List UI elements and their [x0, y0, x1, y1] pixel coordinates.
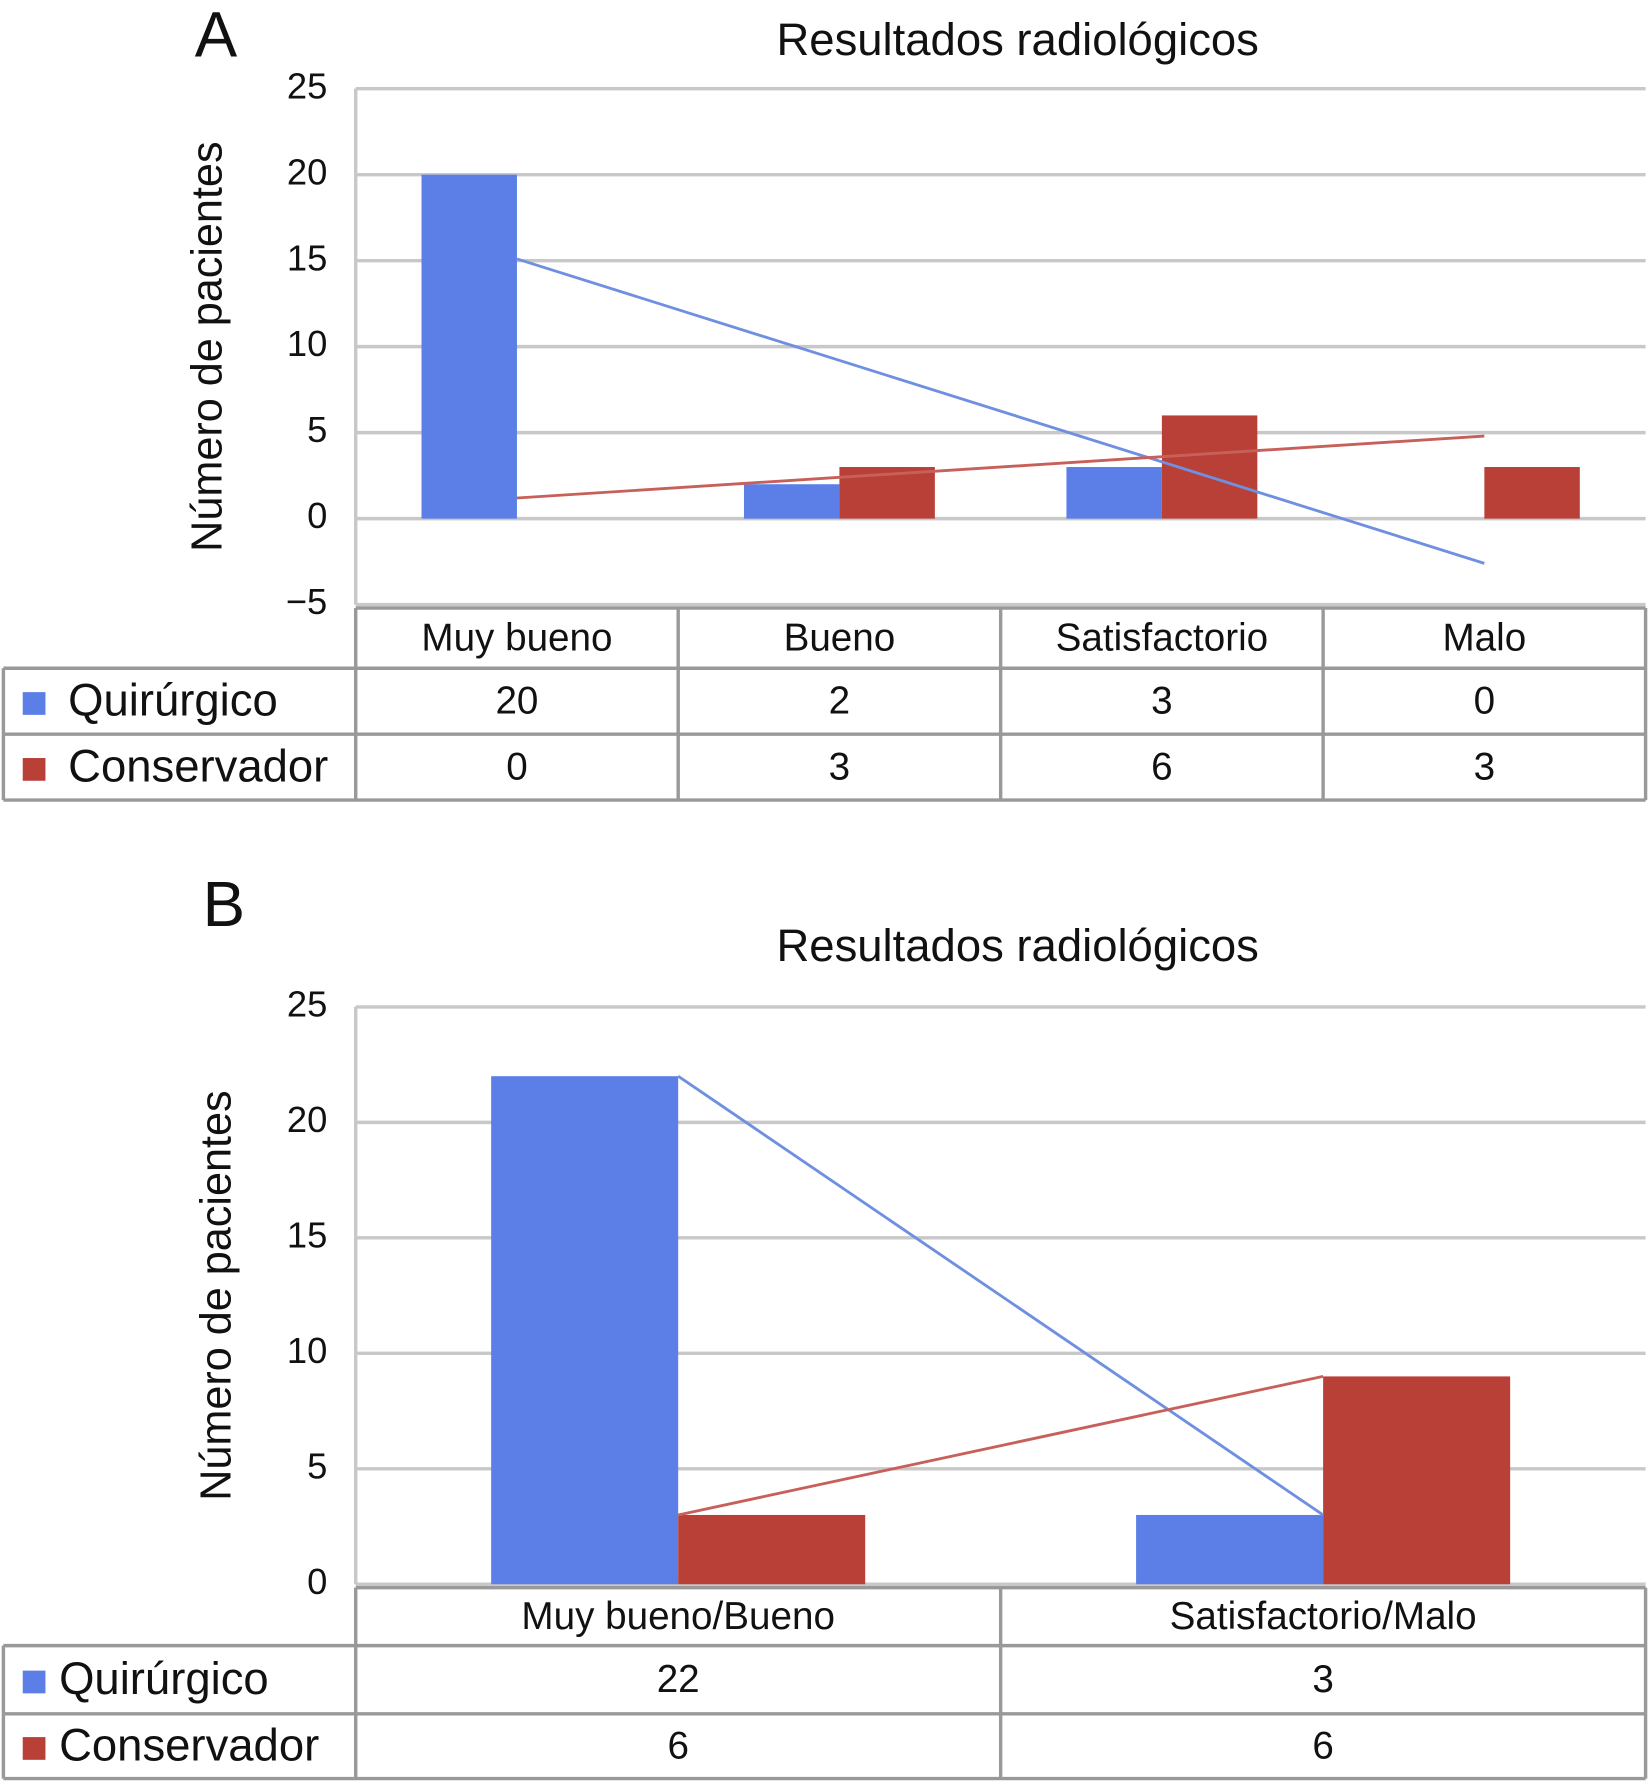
y-axis-label: Número de pacientes: [184, 141, 232, 551]
legend-label: Quirúrgico: [68, 674, 278, 725]
legend-swatch: [22, 758, 46, 781]
trend-line: [677, 1075, 1324, 1517]
y-tick-label: 5: [307, 1445, 327, 1486]
y-tick-label: 25: [287, 65, 327, 106]
table-value: 3: [829, 746, 850, 789]
table-value: 0: [1474, 680, 1495, 723]
y-tick-label: 5: [307, 409, 327, 450]
x-tick-label: Muy bueno: [421, 617, 612, 660]
legend-swatch: [22, 692, 46, 715]
table-value: 20: [495, 680, 538, 723]
bar: [1484, 467, 1580, 519]
y-tick-label: 25: [287, 984, 327, 1025]
panel-label: A: [195, 0, 238, 71]
y-tick-label: 0: [307, 1561, 327, 1602]
y-tick-label: 10: [287, 323, 327, 364]
y-tick-label: 15: [287, 1214, 327, 1255]
bar: [743, 484, 840, 519]
table-value: 2: [829, 680, 850, 723]
x-tick-label: Bueno: [784, 617, 896, 660]
table-value: 6: [1151, 746, 1172, 789]
table-value: 0: [506, 746, 527, 789]
table-value: 3: [1312, 1658, 1333, 1701]
bar: [421, 174, 517, 519]
trend-line: [677, 1375, 1324, 1517]
chart-title: Resultados radiológicos: [776, 14, 1258, 65]
bar: [1066, 467, 1162, 519]
bar: [678, 1514, 866, 1585]
legend-label: Conservador: [59, 1719, 319, 1770]
table-value: 6: [667, 1725, 688, 1768]
x-tick-label: Malo: [1442, 617, 1526, 660]
legend-swatch: [22, 1737, 46, 1760]
legend-swatch: [22, 1670, 46, 1694]
bar: [491, 1076, 679, 1585]
table-value: 22: [657, 1658, 700, 1701]
y-axis-label: Número de pacientes: [193, 1090, 241, 1500]
y-tick-label: −5: [286, 581, 327, 622]
chart-title: Resultados radiológicos: [776, 920, 1258, 971]
y-tick-label: 10: [287, 1330, 327, 1371]
panel-label: B: [203, 869, 245, 940]
y-tick-label: 0: [307, 495, 327, 536]
trend-line: [516, 434, 1485, 500]
table-value: 6: [1312, 1725, 1333, 1768]
y-tick-label: 20: [287, 1099, 327, 1140]
y-tick-label: 20: [287, 151, 327, 192]
bar: [1136, 1514, 1324, 1585]
x-tick-label: Satisfactorio/Malo: [1170, 1595, 1477, 1638]
table-value: 3: [1151, 680, 1172, 723]
x-tick-label: Satisfactorio: [1056, 617, 1269, 660]
table-value: 3: [1474, 746, 1495, 789]
legend-label: Conservador: [68, 740, 328, 791]
legend-label: Quirúrgico: [59, 1653, 269, 1704]
y-tick-label: 15: [287, 237, 327, 278]
x-tick-label: Muy bueno/Bueno: [521, 1595, 835, 1638]
trend-line: [516, 257, 1485, 565]
bar: [1323, 1376, 1511, 1585]
